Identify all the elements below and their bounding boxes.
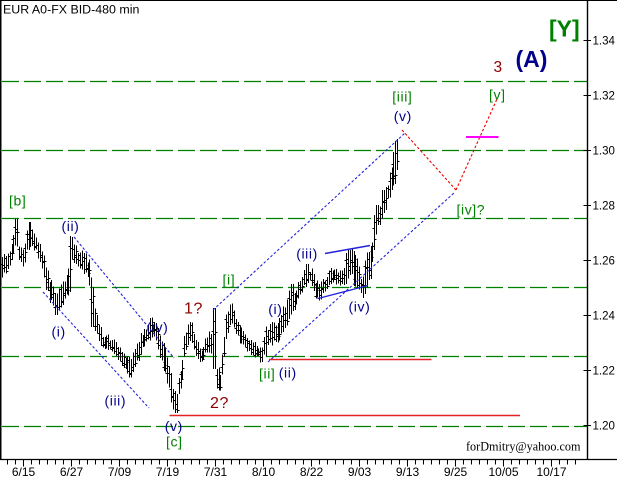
svg-text:2?: 2?	[210, 395, 229, 412]
svg-text:(ii): (ii)	[279, 365, 297, 381]
svg-text:1.28: 1.28	[593, 201, 615, 213]
svg-text:(ii): (ii)	[62, 218, 80, 234]
svg-text:8/10: 8/10	[252, 465, 276, 477]
svg-text:forDmitry@yahoo.com: forDmitry@yahoo.com	[466, 440, 581, 454]
svg-text:[Y]: [Y]	[549, 16, 580, 42]
svg-text:[c]: [c]	[166, 434, 183, 450]
svg-text:[iv]?: [iv]?	[457, 202, 486, 218]
svg-text:7/31: 7/31	[204, 465, 228, 477]
svg-text:3: 3	[494, 59, 503, 76]
svg-text:1.26: 1.26	[593, 256, 615, 268]
svg-text:[i]: [i]	[223, 271, 236, 287]
svg-text:1.34: 1.34	[593, 36, 616, 48]
svg-text:1.20: 1.20	[593, 421, 615, 433]
svg-text:7/19: 7/19	[156, 465, 180, 477]
svg-text:6/15: 6/15	[12, 465, 36, 477]
svg-text:8/22: 8/22	[300, 465, 324, 477]
svg-text:1.30: 1.30	[593, 146, 615, 158]
svg-text:10/17: 10/17	[536, 465, 566, 477]
svg-text:[ii]: [ii]	[259, 365, 275, 381]
svg-text:(i): (i)	[268, 301, 282, 317]
svg-text:[v]: [v]	[489, 87, 506, 103]
svg-text:1?: 1?	[184, 301, 203, 318]
svg-text:[b]: [b]	[9, 193, 26, 209]
svg-text:(iii): (iii)	[296, 246, 318, 262]
svg-text:[iii]: [iii]	[392, 89, 412, 105]
svg-text:(v): (v)	[394, 108, 412, 124]
svg-text:9/13: 9/13	[396, 465, 420, 477]
svg-text:EUR A0-FX BID-480 min: EUR A0-FX BID-480 min	[3, 3, 139, 17]
svg-text:9/03: 9/03	[348, 465, 372, 477]
svg-text:(i): (i)	[52, 324, 66, 340]
svg-text:(A): (A)	[516, 46, 548, 72]
svg-text:10/05: 10/05	[488, 465, 518, 477]
svg-text:1.24: 1.24	[593, 311, 616, 323]
svg-text:(iii): (iii)	[105, 393, 127, 409]
svg-text:(iv): (iv)	[349, 298, 371, 314]
svg-text:7/09: 7/09	[108, 465, 132, 477]
svg-text:(iv): (iv)	[147, 319, 169, 335]
svg-text:1.22: 1.22	[593, 366, 615, 378]
svg-text:9/25: 9/25	[444, 465, 468, 477]
svg-text:(v): (v)	[165, 418, 183, 434]
svg-text:1.32: 1.32	[593, 91, 615, 103]
svg-text:6/27: 6/27	[60, 465, 84, 477]
